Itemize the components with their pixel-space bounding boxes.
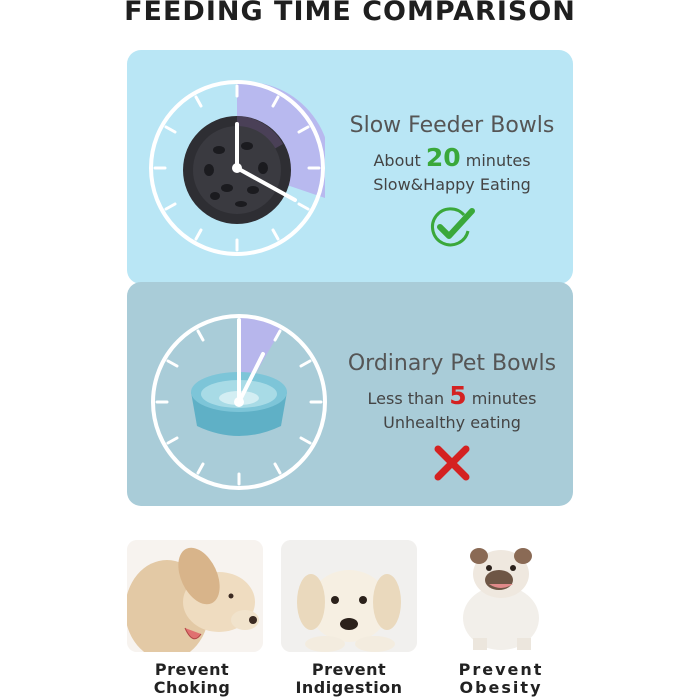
ordinary-bowl-minutes-value: 5 [449, 381, 467, 410]
ordinary-bowl-subtitle: Unhealthy eating [383, 413, 521, 432]
clock-ordinary-icon [151, 314, 327, 490]
puppy-lying-photo [281, 540, 417, 652]
slow-feeder-heading: Slow Feeder Bowls [349, 113, 555, 138]
ordinary-bowl-time: Less than 5 minutes [367, 381, 537, 410]
ordinary-bowl-icon [191, 372, 287, 436]
benefit-caption-choking: Prevent Choking [153, 660, 231, 697]
dog-eating-photo [127, 540, 263, 652]
ordinary-bowl-panel: Ordinary Pet Bowls Less than 5 minutes U… [127, 282, 573, 506]
slow-feeder-minutes-value: 20 [425, 143, 461, 172]
slow-feeder-subtitle: Slow&Happy Eating [373, 175, 531, 194]
page-title: FEEDING TIME COMPARISON [124, 0, 576, 27]
bulldog-photo [433, 540, 569, 652]
slow-feeder-time: About 20 minutes [373, 143, 531, 172]
slow-feeder-info: Slow Feeder Bowls About 20 minutes Slow&… [327, 112, 573, 249]
check-circle-icon [431, 207, 475, 247]
red-x-icon [434, 445, 470, 481]
slow-feeder-panel: Slow Feeder Bowls About 20 minutes Slow&… [127, 50, 573, 284]
clock-slow-icon [149, 80, 325, 256]
ordinary-bowl-heading: Ordinary Pet Bowls [347, 351, 557, 376]
ordinary-bowl-info: Ordinary Pet Bowls Less than 5 minutes U… [327, 350, 573, 483]
benefit-caption-indigestion: Prevent Indigestion [295, 660, 403, 697]
benefit-caption-obesity: Prevent Obesity [458, 660, 544, 697]
